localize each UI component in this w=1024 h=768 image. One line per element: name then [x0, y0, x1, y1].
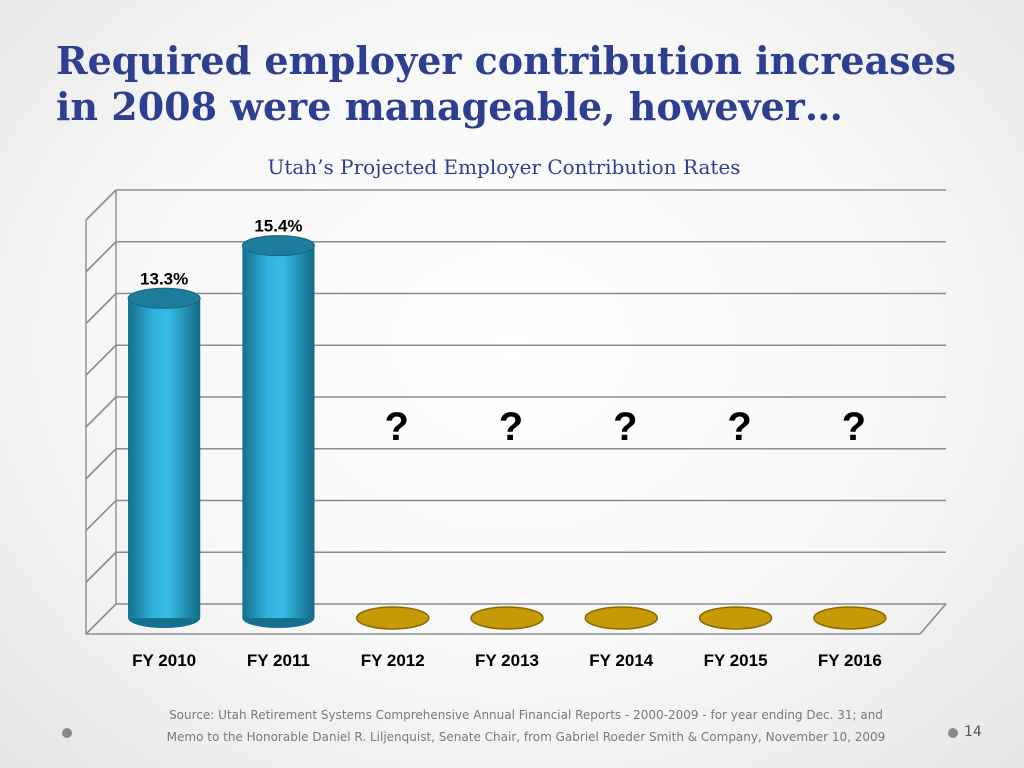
bar-top: [241, 235, 315, 257]
unknown-value-disc: [355, 606, 430, 630]
slide-title: Required employer contribution increases…: [56, 38, 957, 129]
side-wall-gridline: [85, 189, 117, 221]
unknown-value-disc: [470, 606, 544, 630]
unknown-value-disc: [813, 606, 887, 630]
bullet-dot-right: [948, 728, 958, 738]
floor-right-edge: [919, 603, 947, 635]
bar-chart: Utah’s Projected Employer Contribution R…: [85, 155, 947, 670]
source-note: Source: Utah Retirement Systems Comprehe…: [96, 704, 956, 748]
category-tick-label: FY 2013: [475, 651, 539, 670]
source-line-2: Memo to the Honorable Daniel R. Liljenqu…: [166, 730, 886, 744]
unknown-value-label: ?: [499, 405, 523, 449]
unknown-value-label: ?: [613, 405, 637, 449]
side-wall-gridline: [85, 448, 117, 480]
category-tick-label: FY 2012: [361, 651, 425, 670]
side-wall-gridline: [85, 396, 117, 428]
data-label: 15.4%: [254, 217, 302, 236]
side-wall-gridline: [85, 241, 117, 273]
side-wall-gridline: [85, 344, 117, 376]
unknown-value-label: ?: [842, 405, 866, 449]
unknown-value-disc: [584, 606, 659, 630]
unknown-value-label: ?: [727, 405, 751, 449]
chart-title: Utah’s Projected Employer Contribution R…: [267, 155, 740, 179]
bullet-dot-left: [62, 728, 72, 738]
category-tick-label: FY 2010: [132, 651, 196, 670]
chart-bars: [127, 235, 887, 630]
page-number: 14: [964, 724, 982, 740]
category-tick-label: FY 2011: [247, 651, 310, 670]
bar-body: [242, 245, 315, 618]
unknown-value-disc: [698, 606, 773, 630]
side-wall-gridline: [85, 603, 117, 635]
bar-body: [128, 298, 201, 618]
category-tick-label: FY 2015: [704, 651, 768, 670]
side-wall-gridline: [85, 292, 117, 325]
bar-top: [127, 287, 201, 309]
chart-category-axis: FY 2010 FY 2011 FY 2012 FY 2013 FY 2014 FY 20…: [132, 651, 882, 670]
category-tick-label: FY 2016: [818, 651, 882, 670]
unknown-value-label: ?: [384, 405, 408, 449]
source-line-1: Source: Utah Retirement Systems Comprehe…: [169, 708, 883, 722]
category-tick-label: FY 2014: [589, 651, 654, 670]
data-label: 13.3%: [140, 269, 188, 288]
side-wall-gridline: [85, 499, 117, 532]
side-wall-gridline: [85, 551, 117, 583]
chart-data-labels: 13.3% 15.4%?????: [140, 217, 866, 449]
